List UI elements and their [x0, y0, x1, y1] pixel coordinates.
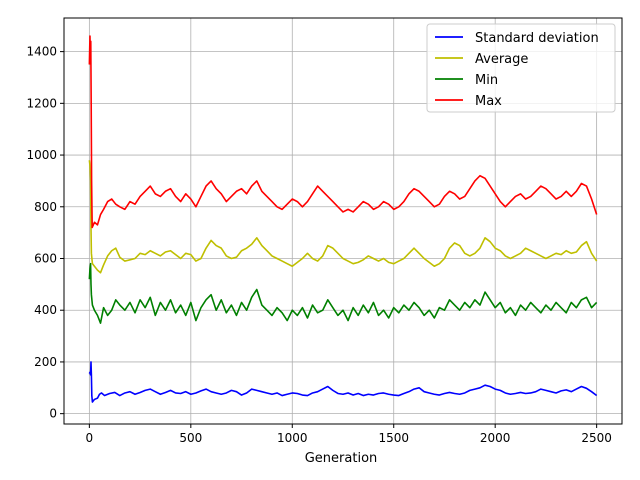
- legend-box: [426, 23, 616, 113]
- y-tick-label: 200: [34, 355, 57, 369]
- series-lines: [88, 35, 598, 403]
- legend: Standard deviation Average Min Max: [426, 23, 616, 113]
- series-line-standard-deviation: [88, 361, 598, 403]
- series-line-min: [88, 262, 598, 324]
- series-line-max: [88, 35, 598, 229]
- legend-label-max: Max: [475, 94, 502, 109]
- x-tick-label: 2500: [581, 431, 612, 445]
- plot-frame: [63, 17, 623, 425]
- legend-label-min: Min: [475, 73, 498, 88]
- y-tick-label: 0: [49, 407, 57, 421]
- x-axis-label: Generation: [305, 451, 378, 466]
- legend-label-average: Average: [475, 52, 528, 67]
- y-tick-label: 1400: [26, 45, 57, 59]
- x-tick-label: 1500: [378, 431, 409, 445]
- plot-area: [88, 35, 598, 403]
- x-tick-label: 500: [179, 431, 202, 445]
- y-tick-label: 1000: [26, 148, 57, 162]
- axis-ticks: 0 500 1000 1500 2000 2500 0 200 400 600 800 1000 120…: [26, 45, 611, 445]
- series-line-average: [88, 160, 598, 274]
- y-tick-label: 1200: [26, 96, 57, 110]
- y-tick-label: 800: [34, 200, 57, 214]
- y-tick-label: 600: [34, 251, 57, 265]
- x-tick-label: 1000: [277, 431, 308, 445]
- y-tick-label: 400: [34, 303, 57, 317]
- x-tick-label: 2000: [480, 431, 511, 445]
- x-tick-label: 0: [86, 431, 94, 445]
- legend-label-standard-deviation: Standard deviation: [475, 31, 599, 46]
